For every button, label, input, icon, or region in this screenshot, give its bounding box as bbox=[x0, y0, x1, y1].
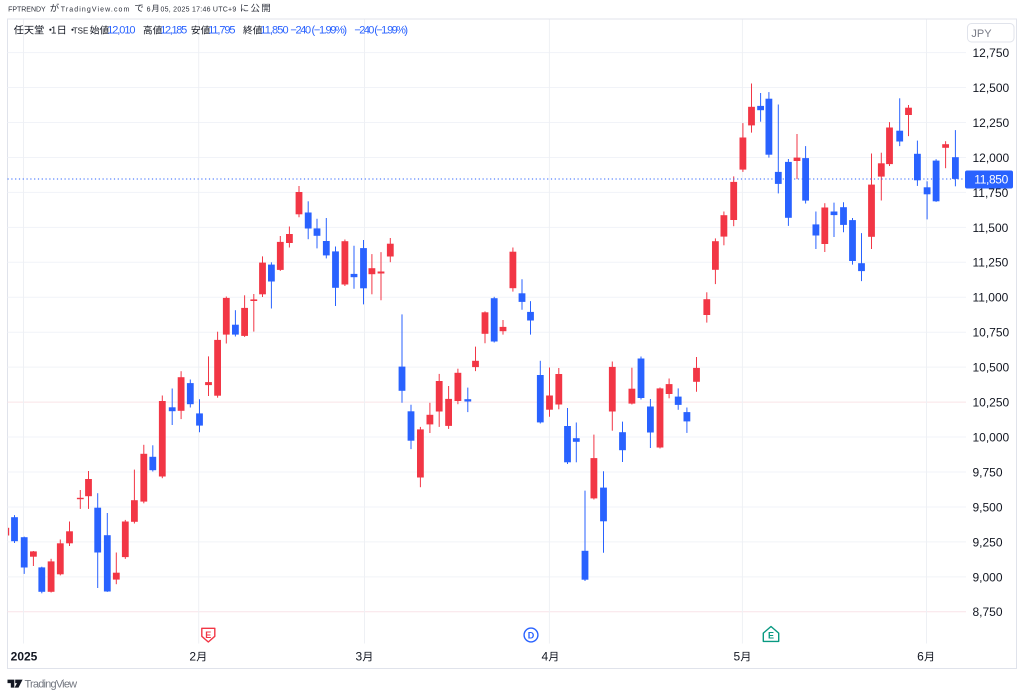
svg-text:E: E bbox=[205, 630, 211, 640]
svg-text:12,500: 12,500 bbox=[973, 81, 1010, 95]
svg-text:11,850: 11,850 bbox=[974, 173, 1008, 187]
svg-text:D: D bbox=[528, 630, 535, 640]
svg-text:E: E bbox=[768, 631, 774, 641]
svg-text:2025: 2025 bbox=[11, 650, 38, 664]
svg-text:−240 (−1.99%): −240 (−1.99%) bbox=[290, 25, 347, 37]
svg-text:TSE: TSE bbox=[73, 27, 89, 36]
svg-text:11,750: 11,750 bbox=[973, 186, 1009, 200]
svg-text:11,850: 11,850 bbox=[260, 25, 288, 37]
svg-text:2: 2 bbox=[189, 650, 196, 664]
svg-text:6: 6 bbox=[147, 6, 151, 13]
svg-text:9,250: 9,250 bbox=[973, 535, 1003, 549]
svg-text:JPY: JPY bbox=[971, 28, 992, 40]
svg-text:9,750: 9,750 bbox=[973, 465, 1003, 479]
svg-text:−240 (−1.99%): −240 (−1.99%) bbox=[354, 25, 408, 37]
svg-text:10,500: 10,500 bbox=[973, 361, 1010, 375]
svg-text:12,000: 12,000 bbox=[973, 151, 1010, 165]
svg-text:9,500: 9,500 bbox=[973, 500, 1003, 514]
svg-text:12,010: 12,010 bbox=[107, 25, 135, 37]
svg-text:11,500: 11,500 bbox=[973, 221, 1009, 235]
svg-text:9,000: 9,000 bbox=[973, 570, 1003, 584]
svg-text:11,000: 11,000 bbox=[973, 291, 1009, 305]
svg-text:05, 2025 17:46 UTC+9: 05, 2025 17:46 UTC+9 bbox=[161, 6, 237, 13]
svg-text:10,000: 10,000 bbox=[973, 430, 1010, 444]
svg-text:12,185: 12,185 bbox=[160, 25, 187, 37]
svg-text:TradingView: TradingView bbox=[25, 678, 78, 690]
svg-text:8,750: 8,750 bbox=[973, 605, 1003, 619]
svg-text:10,750: 10,750 bbox=[973, 326, 1010, 340]
svg-text:5: 5 bbox=[733, 650, 740, 664]
svg-text:12,750: 12,750 bbox=[973, 46, 1010, 60]
svg-text:3: 3 bbox=[355, 650, 362, 664]
svg-text:12,250: 12,250 bbox=[973, 116, 1010, 130]
svg-text:11,795: 11,795 bbox=[208, 25, 235, 37]
svg-text:11,250: 11,250 bbox=[973, 256, 1009, 270]
svg-text:TradingView.com: TradingView.com bbox=[61, 6, 130, 13]
svg-text:FPTRENDY: FPTRENDY bbox=[8, 6, 46, 13]
svg-text:6: 6 bbox=[917, 650, 924, 664]
svg-text:4: 4 bbox=[541, 650, 548, 664]
svg-text:1: 1 bbox=[51, 26, 57, 37]
svg-text:10,250: 10,250 bbox=[973, 396, 1010, 410]
